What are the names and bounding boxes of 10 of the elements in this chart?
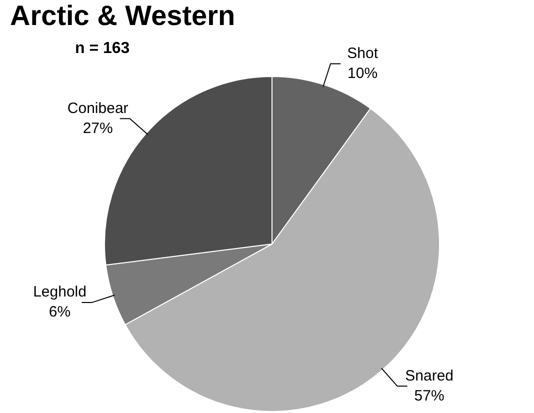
data-label: 6%	[48, 304, 71, 321]
slice-label: Shot	[347, 44, 379, 62]
slice-label: Conibear	[67, 100, 128, 117]
data-label: 27%	[82, 120, 113, 137]
data-label: 57%	[414, 387, 444, 404]
slice-label: Snared	[405, 367, 454, 384]
text: n = 163	[75, 40, 130, 58]
slice-label: Leghold	[33, 284, 86, 301]
data-label: 10%	[348, 64, 378, 82]
chart-title: Arctic & Western	[10, 0, 236, 32]
